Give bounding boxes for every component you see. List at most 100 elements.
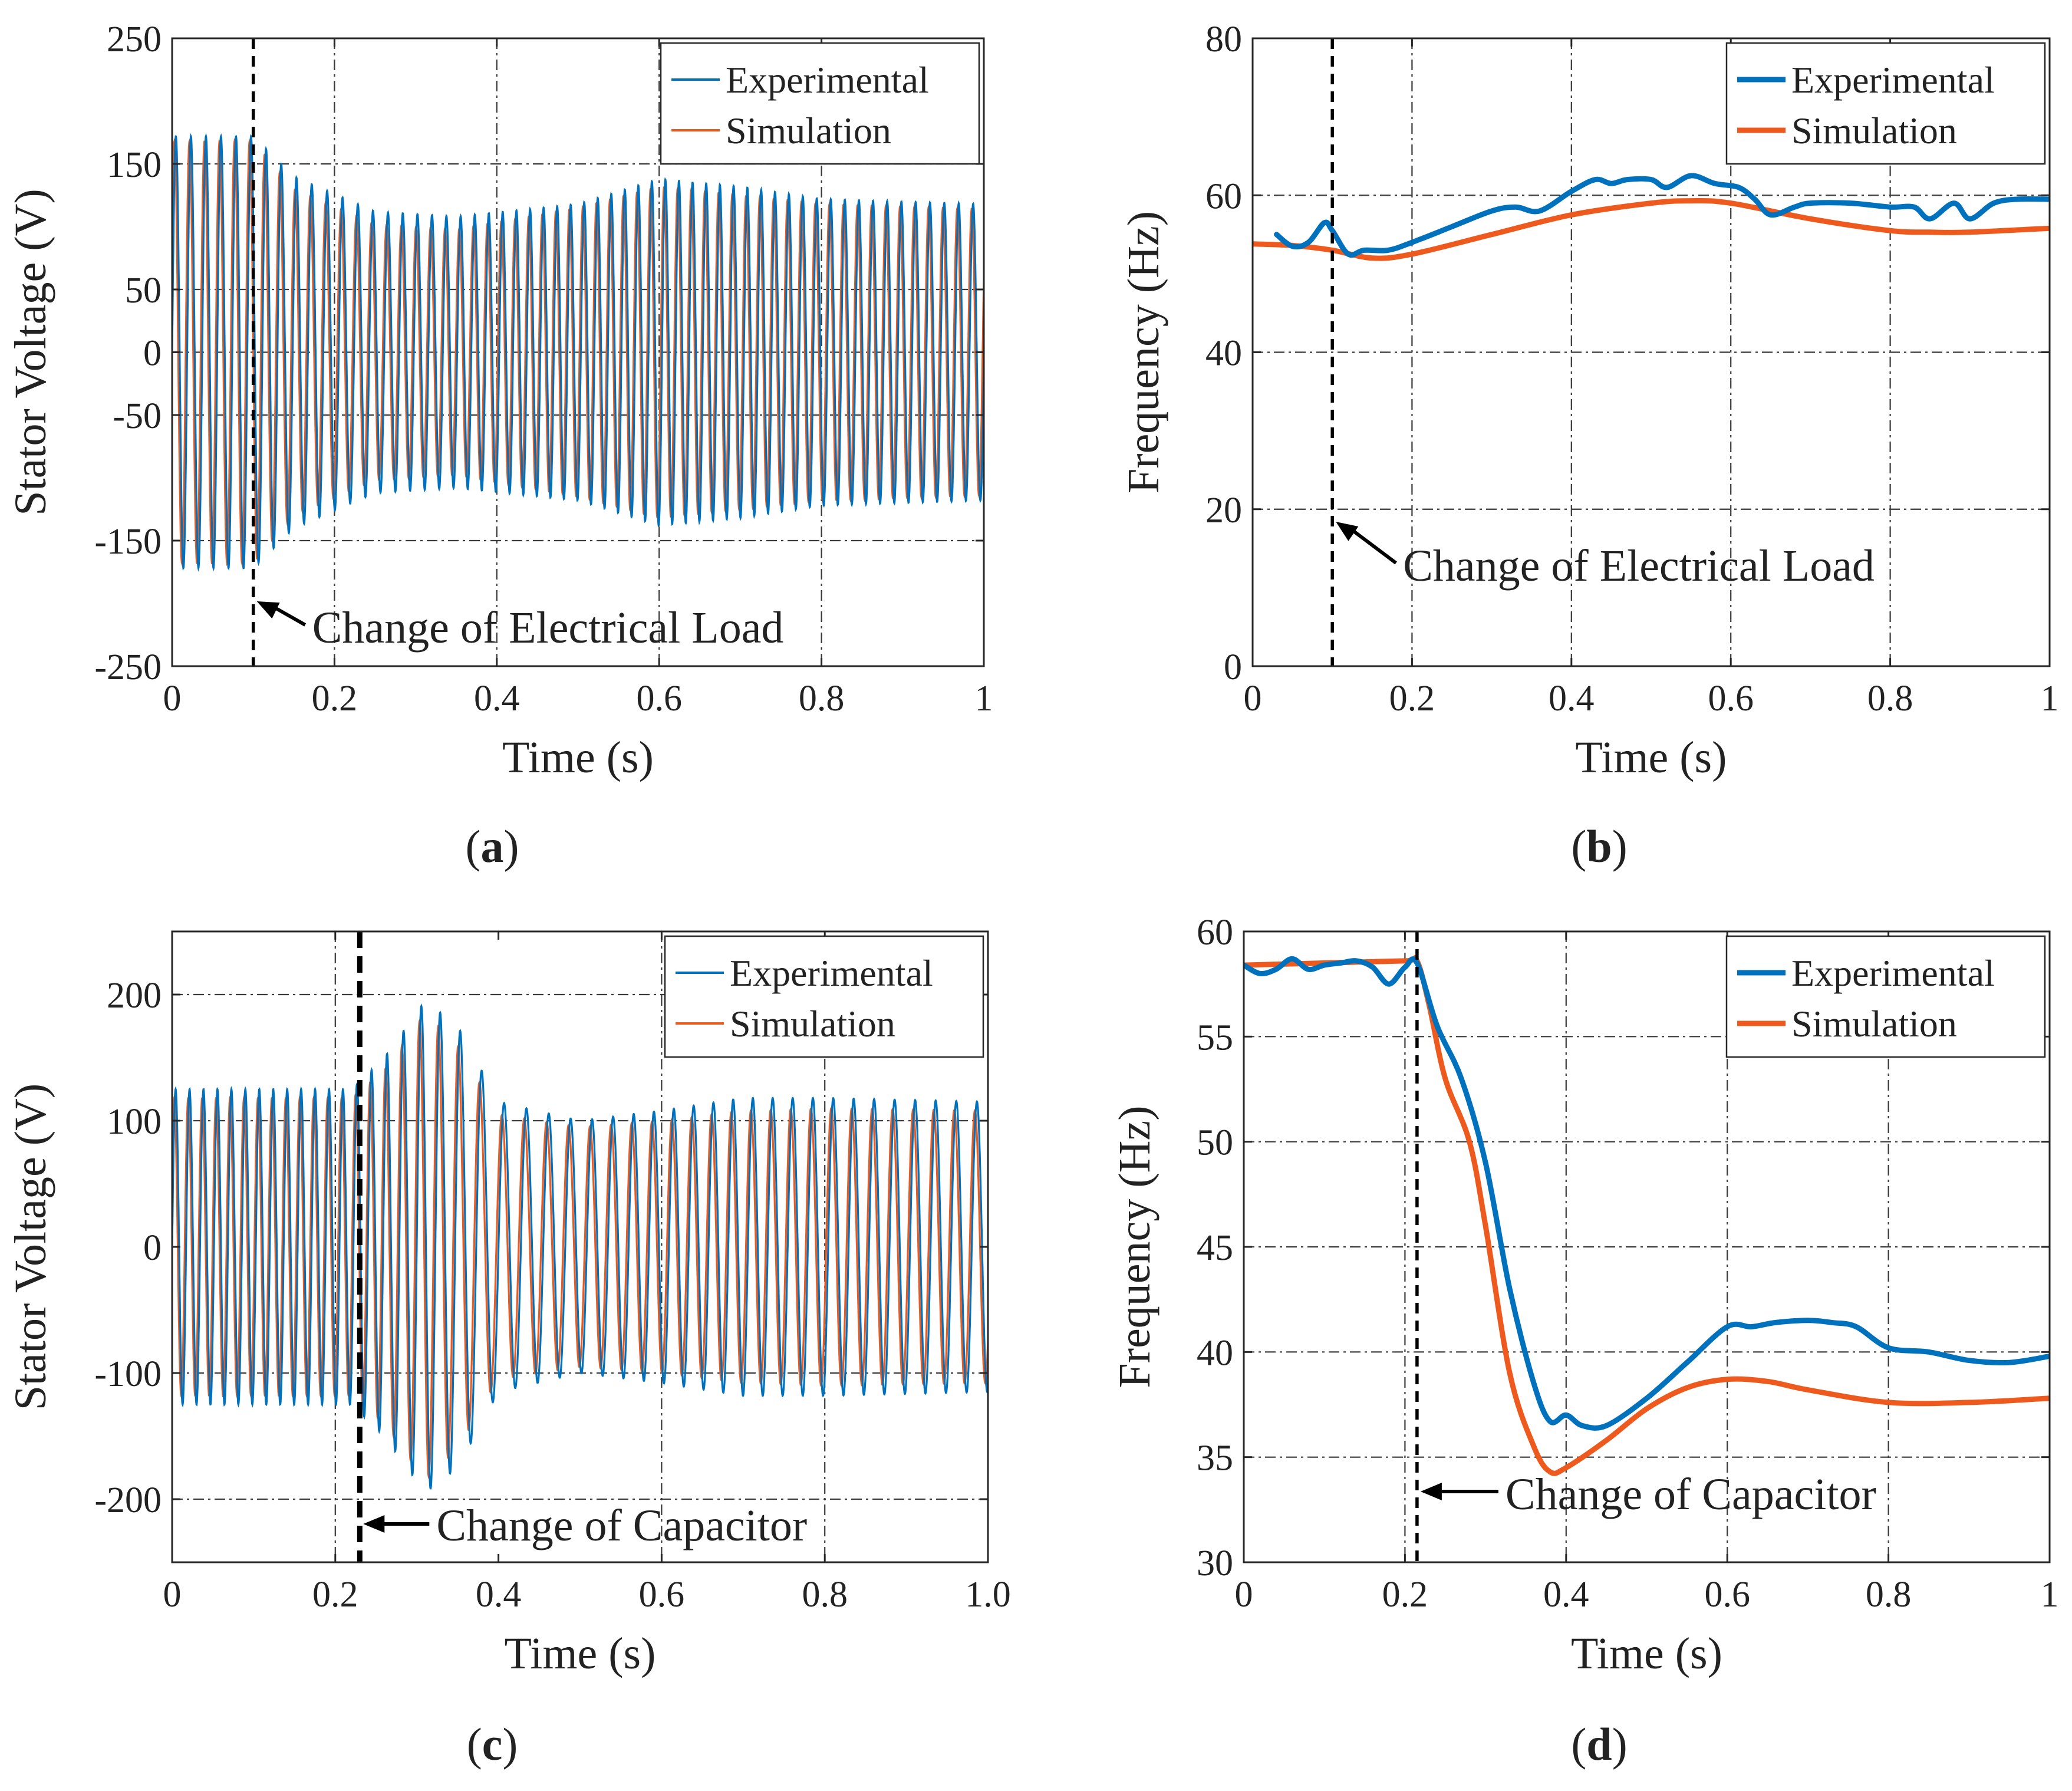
series-line-experimental (172, 133, 984, 572)
annotation-arrowhead (256, 601, 280, 619)
y-tick-label: 80 (1205, 19, 1242, 60)
series-line-experimental (1274, 173, 2050, 258)
legend-box (660, 42, 980, 165)
x-tick-label: 0.2 (1389, 679, 1435, 719)
panel-label-b: (b) (1571, 821, 1627, 872)
chart-panel-c: 0 0.2 0.4 0.6 0.8 1.0 -200 -100 0 100 200 Time (s) S… (6, 930, 1011, 1770)
x-tick-label: 0.4 (476, 1575, 522, 1615)
y-tick-label: -50 (113, 396, 162, 436)
x-tick-label: 0.8 (802, 1575, 848, 1615)
legend-box (1725, 935, 2046, 1058)
y-tick-label: 0 (143, 1228, 162, 1268)
y-tick-label: -250 (94, 647, 162, 687)
y-axis-label: Stator Voltage (V) (6, 1084, 55, 1410)
legend-label-experimental: Experimental (730, 952, 933, 994)
x-axis-label: Time (s) (505, 1629, 656, 1678)
legend-label-simulation: Simulation (726, 110, 891, 152)
series-line-experimental (1244, 956, 2050, 1431)
legend: Experimental Simulation (1725, 42, 2046, 165)
y-tick-label: 200 (107, 976, 162, 1016)
grid (1253, 38, 2050, 666)
data-layer (1244, 954, 2050, 1476)
y-tick-label: -100 (94, 1354, 162, 1394)
x-tick-label: 0.2 (312, 1575, 358, 1615)
y-tick-label: 20 (1205, 490, 1242, 531)
annotation-label: Change of Electrical Load (312, 603, 784, 653)
y-tick-label: 60 (1205, 176, 1242, 216)
legend: Experimental Simulation (664, 935, 984, 1058)
y-tick-label: 40 (1205, 334, 1242, 374)
x-axis-label: Time (s) (502, 733, 654, 782)
event-annotation: Change of Capacitor (1420, 1470, 1876, 1519)
x-tick-label: 0.6 (1704, 1575, 1750, 1615)
x-tick-label: 0.6 (636, 679, 682, 719)
x-tick-label: 1 (2041, 679, 2059, 719)
y-tick-label: 40 (1197, 1333, 1233, 1373)
grid (1244, 931, 2050, 1562)
y-axis-label: Stator Voltage (V) (6, 189, 55, 515)
chart-panel-d: 0 0.2 0.4 0.6 0.8 1 30 35 40 45 50 55 60 Time (s) Freq… (1110, 913, 2059, 1770)
annotation-arrowhead (1336, 522, 1359, 541)
annotation-label: Change of Capacitor (436, 1501, 807, 1550)
event-annotation: Change of Electrical Load (1336, 522, 1875, 591)
x-tick-label: 0 (1244, 679, 1262, 719)
x-tick-label: 0.6 (639, 1575, 685, 1615)
legend-box (1725, 42, 2046, 165)
series-line-simulation (172, 138, 984, 567)
y-tick-label: 30 (1197, 1543, 1233, 1583)
chart-panel-a: 0 0.2 0.4 0.6 0.8 1 -250 -150 -50 0 50 150 250 Time (… (6, 19, 993, 872)
data-layer (172, 133, 984, 572)
x-tick-label: 0 (163, 1575, 182, 1615)
annotation-arrowhead (363, 1515, 385, 1533)
x-tick-label: 1 (975, 679, 993, 719)
y-tick-label: 35 (1197, 1438, 1233, 1479)
x-tick-label: 0.8 (1866, 1575, 1912, 1615)
x-axis-label: Time (s) (1576, 733, 1727, 782)
y-tick-label: 250 (107, 19, 162, 60)
x-tick-label: 0.8 (1867, 679, 1913, 719)
x-tick-label: 0.4 (474, 679, 520, 719)
annotation-label: Change of Electrical Load (1403, 541, 1875, 591)
x-tick-label: 0.2 (312, 679, 358, 719)
y-tick-label: 50 (125, 271, 162, 311)
y-tick-label: 50 (1197, 1123, 1233, 1163)
legend-box (664, 935, 984, 1058)
legend-label-experimental: Experimental (726, 59, 929, 101)
series-line-simulation (1253, 198, 2050, 261)
y-tick-label: 0 (143, 334, 162, 374)
annotation-arrowhead (1420, 1483, 1442, 1500)
y-axis-label: Frequency (Hz) (1119, 211, 1168, 493)
x-tick-label: 1 (2041, 1575, 2059, 1615)
panel-label-a: (a) (466, 821, 519, 872)
x-tick-label: 0 (1235, 1575, 1253, 1615)
x-tick-label: 1.0 (965, 1575, 1011, 1615)
y-tick-label: 45 (1197, 1228, 1233, 1268)
y-tick-label: 60 (1197, 913, 1233, 953)
data-layer (1253, 173, 2050, 261)
chart-panel-b: 0 0.2 0.4 0.6 0.8 1 0 20 40 60 80 Time (s) Frequency… (1119, 19, 2059, 872)
annotation-label: Change of Capacitor (1506, 1470, 1876, 1519)
panel-label-c: (c) (467, 1718, 518, 1770)
x-tick-label: 0.2 (1382, 1575, 1428, 1615)
x-tick-label: 0.6 (1708, 679, 1754, 719)
y-tick-label: 55 (1197, 1018, 1233, 1058)
y-tick-label: 100 (107, 1102, 162, 1142)
annotation-arrow-shaft (1346, 525, 1398, 565)
event-annotation: Change of Electrical Load (256, 601, 784, 653)
x-tick-label: 0 (163, 679, 182, 719)
x-tick-label: 0.4 (1543, 1575, 1589, 1615)
legend-label-experimental: Experimental (1791, 952, 1995, 994)
event-annotation: Change of Capacitor (363, 1501, 807, 1550)
series-line-experimental (172, 1003, 988, 1490)
x-tick-label: 0.4 (1549, 679, 1595, 719)
legend-label-experimental: Experimental (1791, 59, 1995, 101)
legend: Experimental Simulation (660, 42, 980, 165)
legend-label-simulation: Simulation (1791, 1003, 1957, 1045)
data-layer (172, 1003, 988, 1490)
y-tick-label: 0 (1224, 647, 1242, 687)
legend-label-simulation: Simulation (730, 1003, 895, 1045)
panel-label-d: (d) (1571, 1718, 1627, 1770)
y-tick-label: 150 (107, 145, 162, 185)
x-axis-label: Time (s) (1571, 1629, 1722, 1678)
